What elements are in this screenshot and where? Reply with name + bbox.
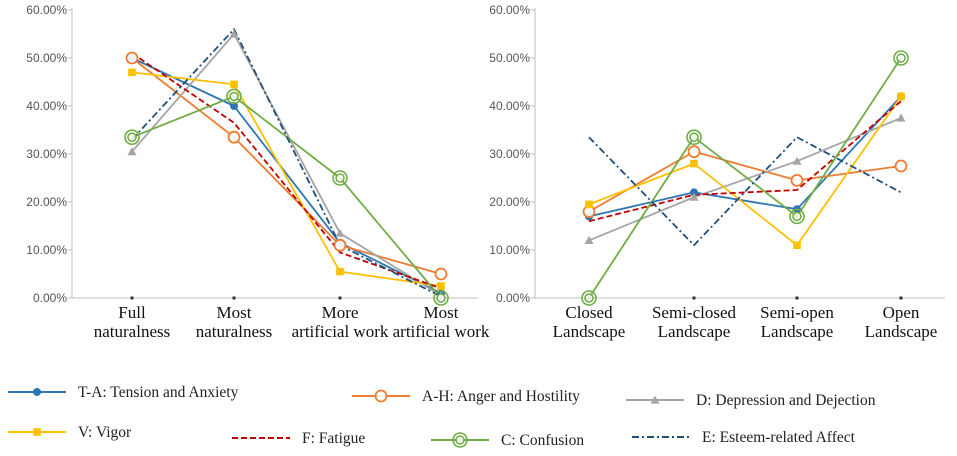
y-tick-label: 30.00% — [489, 147, 530, 161]
series-line-ah — [131, 57, 442, 275]
y-tick-label: 40.00% — [26, 99, 67, 113]
data-point-ah — [894, 159, 908, 173]
y-tick-label: 50.00% — [26, 51, 67, 65]
x-tick-mark — [899, 296, 903, 300]
data-point-ah — [790, 173, 804, 187]
x-tick-label: Closed — [565, 303, 613, 322]
data-point-v — [437, 282, 445, 290]
x-tick-label: artificial work — [292, 322, 389, 341]
data-point-d — [584, 235, 594, 244]
data-point-d — [127, 147, 137, 156]
legend-marker-ta — [33, 388, 41, 396]
y-tick-label: 30.00% — [26, 147, 67, 161]
y-tick-label: 10.00% — [26, 243, 67, 257]
chart-naturalness: 0.00% 10.00% 20.00% 30.00% 40.00% 50.00% 60.00… — [26, 3, 490, 341]
x-tick-label: Most — [424, 303, 459, 322]
y-tick-label: 50.00% — [489, 51, 530, 65]
data-point-c — [226, 88, 242, 105]
x-tick-label: Landscape — [865, 322, 938, 341]
x-tick-label: Landscape — [658, 322, 731, 341]
x-tick-mark — [232, 296, 236, 300]
data-point-v — [793, 241, 801, 249]
series-line-e — [588, 136, 902, 247]
legend-label: E: Esteem-related Affect — [702, 429, 856, 446]
data-point-v — [690, 159, 698, 168]
legend-label: V: Vigor — [78, 424, 132, 441]
series-line-f — [131, 52, 442, 290]
series-line-c — [588, 57, 902, 299]
legend: T-A: Tension and Anxiety A-H: Anger and H… — [8, 384, 876, 449]
data-point-c — [789, 208, 805, 225]
series-line-ta — [131, 57, 442, 295]
data-point-v — [336, 267, 344, 276]
data-point-v — [585, 200, 593, 209]
x-tick-label: naturalness — [196, 322, 272, 341]
data-point-ta — [230, 102, 238, 110]
x-tick-label: Landscape — [553, 322, 626, 341]
series-line-e — [131, 28, 442, 298]
y-tick-label: 60.00% — [489, 3, 530, 17]
series-line-d — [131, 33, 442, 297]
data-point-c — [686, 129, 702, 145]
data-point-c — [433, 290, 449, 306]
y-tick-label: 0.00% — [33, 291, 67, 305]
y-tick-label: 10.00% — [489, 243, 530, 257]
data-point-ah — [687, 145, 701, 159]
x-tick-mark — [130, 296, 134, 300]
data-point-c — [581, 290, 597, 306]
data-point-v — [128, 68, 136, 77]
data-point-v — [230, 80, 238, 89]
series-line-f — [588, 100, 902, 223]
legend-marker-ah — [374, 389, 388, 403]
x-tick-label: Semi-closed — [652, 303, 737, 322]
x-tick-label: naturalness — [94, 322, 170, 341]
series-line-ta — [588, 95, 902, 218]
legend-label: C: Confusion — [501, 432, 584, 449]
legend-label: T-A: Tension and Anxiety — [78, 384, 239, 401]
data-point-ah — [333, 238, 347, 252]
x-tick-mark — [338, 296, 342, 300]
legend-marker-v — [33, 428, 41, 436]
data-point-d — [896, 113, 906, 122]
data-point-d — [229, 29, 239, 38]
y-tick-label: 20.00% — [489, 195, 530, 209]
chart-landscape: 0.00% 10.00% 20.00% 30.00% 40.00% 50.00% 60.00… — [489, 3, 945, 341]
x-tick-label: More — [322, 303, 359, 322]
series-line-v — [131, 71, 442, 287]
data-point-d — [689, 192, 699, 201]
data-point-d — [792, 156, 802, 165]
series-line-ah — [588, 150, 902, 213]
legend-marker-d — [650, 395, 660, 404]
data-point-ah — [434, 267, 448, 281]
x-tick-label: Open — [883, 303, 920, 322]
data-point-v — [897, 92, 905, 101]
series-line-v — [588, 95, 902, 247]
data-point-ah — [125, 51, 139, 65]
x-tick-label: artificial work — [393, 322, 490, 341]
x-tick-label: Semi-open — [760, 303, 834, 322]
data-point-ah — [227, 130, 241, 144]
y-tick-label: 0.00% — [496, 291, 530, 305]
data-point-c — [124, 129, 140, 145]
legend-label: F: Fatigue — [302, 430, 365, 447]
series-line-d — [588, 117, 902, 242]
x-tick-mark — [795, 296, 799, 300]
x-tick-mark — [692, 296, 696, 300]
data-point-c — [332, 170, 348, 186]
data-point-d — [335, 228, 345, 237]
x-tick-label: Most — [217, 303, 252, 322]
x-tick-label: Landscape — [761, 322, 834, 341]
y-tick-label: 60.00% — [26, 3, 67, 17]
legend-marker-c — [452, 432, 468, 448]
data-point-c — [893, 50, 909, 66]
x-tick-label: Full — [118, 303, 146, 322]
legend-label: A-H: Anger and Hostility — [422, 388, 580, 405]
y-tick-label: 40.00% — [489, 99, 530, 113]
legend-label: D: Depression and Dejection — [696, 392, 876, 409]
y-tick-label: 20.00% — [26, 195, 67, 209]
